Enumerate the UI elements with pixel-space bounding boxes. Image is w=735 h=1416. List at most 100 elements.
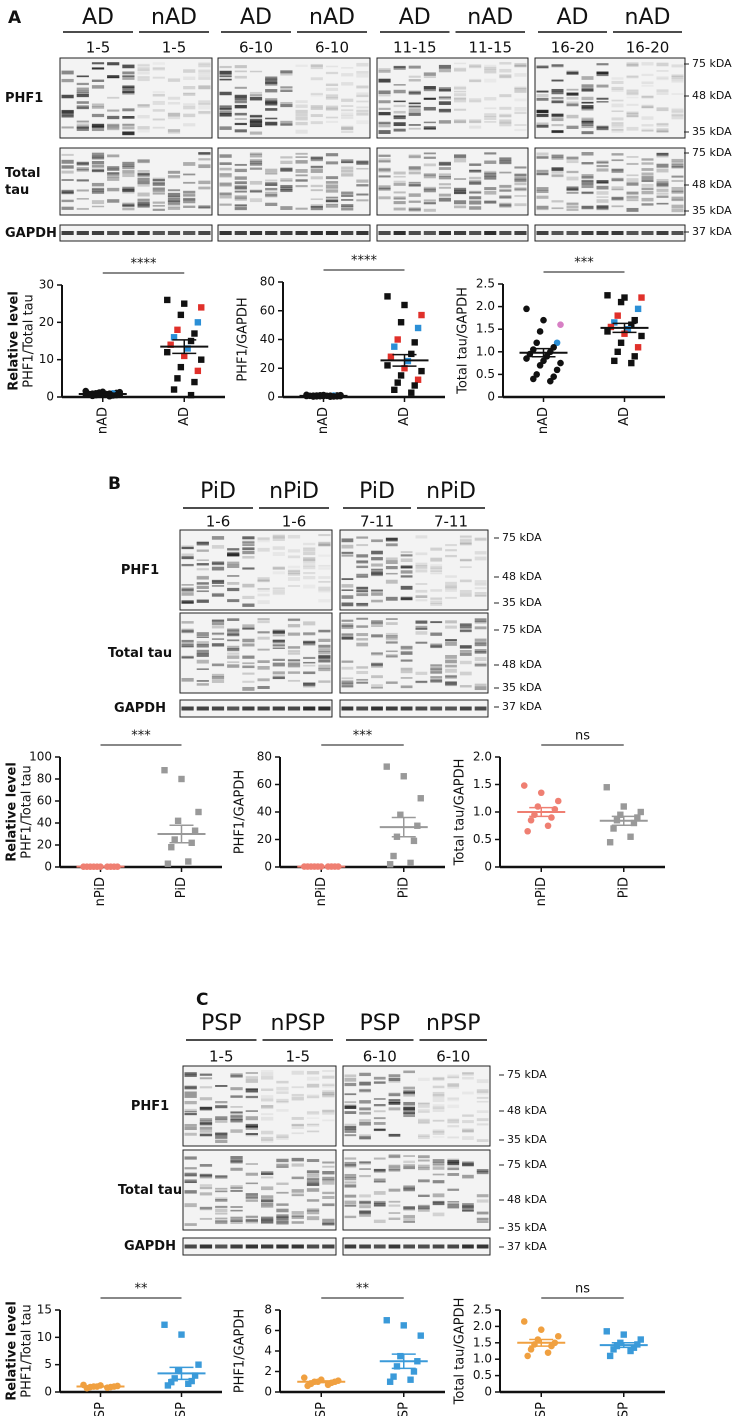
blot-band	[656, 122, 669, 126]
blot-band	[418, 1194, 430, 1198]
group-lanes: 11-15	[393, 39, 437, 57]
blot-band	[403, 1218, 415, 1223]
blot-band	[234, 168, 247, 173]
blot-band	[61, 113, 74, 116]
blot-band	[198, 186, 211, 190]
blot-band	[378, 167, 391, 171]
blot-band	[181, 655, 194, 658]
blot-band	[415, 565, 428, 569]
blot-band	[230, 1156, 243, 1160]
blot-band	[641, 172, 654, 176]
blot-band	[385, 635, 398, 639]
blot-band	[581, 131, 594, 135]
blot-band	[61, 114, 74, 118]
blot-band	[184, 1123, 197, 1127]
blot-band	[400, 670, 413, 674]
blot-band	[122, 204, 135, 207]
blot-band	[61, 78, 74, 83]
data-point	[401, 365, 408, 372]
blot-band	[454, 90, 467, 93]
blot-band	[245, 1134, 258, 1137]
blot-band	[272, 662, 285, 667]
blot-band	[181, 556, 194, 560]
blot-band	[303, 560, 316, 563]
blot-band	[344, 1157, 357, 1160]
data-point	[177, 311, 185, 319]
blot-band	[371, 625, 383, 627]
y-tick-label: 40	[260, 332, 275, 346]
blot-band	[303, 656, 316, 660]
blot-band	[303, 661, 316, 664]
blot-band	[484, 78, 497, 83]
blot-band	[514, 73, 527, 77]
blot-band	[287, 624, 301, 628]
blot-band	[295, 174, 308, 177]
blot-band	[215, 1221, 228, 1225]
blot-band	[432, 1119, 445, 1122]
blot-band	[359, 1210, 371, 1214]
blot-band	[385, 706, 398, 711]
blot-band	[430, 621, 443, 623]
blot-band	[303, 641, 316, 646]
blot-band	[393, 175, 406, 178]
blot-band	[234, 70, 247, 73]
blot-band	[325, 161, 339, 165]
blot-band	[656, 89, 669, 92]
blot-band	[245, 1244, 258, 1249]
blot-band	[215, 1132, 228, 1136]
blot-band	[272, 566, 285, 570]
blot-band	[280, 104, 293, 108]
blot-band	[184, 1100, 197, 1105]
blot-band	[474, 638, 487, 642]
blot-band	[459, 535, 472, 539]
blot-band	[641, 104, 654, 109]
blot-band	[656, 70, 669, 72]
blot-band	[373, 1098, 386, 1100]
blot-band	[325, 199, 339, 203]
blot-band	[249, 160, 263, 164]
blot-band	[276, 1101, 289, 1104]
blot-band	[430, 676, 443, 679]
blot-band	[306, 1178, 320, 1183]
blot-band	[198, 85, 211, 90]
blot-band	[423, 72, 436, 76]
blot-band	[341, 636, 354, 640]
blot-band	[536, 66, 549, 69]
blot-band	[454, 121, 467, 124]
blot-band	[408, 79, 421, 82]
blot-band	[181, 546, 194, 550]
blot-band	[536, 169, 549, 173]
blot-band	[371, 686, 383, 689]
data-point	[194, 319, 202, 326]
y-tick-label: 60	[37, 794, 52, 808]
blot-band	[181, 630, 194, 633]
blot-band	[211, 663, 225, 667]
blot-band	[671, 74, 684, 77]
blot-band	[438, 186, 451, 189]
blot-band	[257, 648, 270, 651]
blot-band	[581, 180, 594, 183]
group-name: nPiD	[269, 479, 319, 504]
blot-band	[581, 205, 594, 210]
blot-band	[234, 75, 247, 79]
blot-band	[484, 200, 497, 204]
blot-band	[415, 583, 428, 585]
blot-band	[656, 107, 669, 112]
data-point	[414, 376, 422, 383]
blot-band	[341, 166, 354, 170]
blot-band	[183, 92, 196, 95]
blot-band	[183, 197, 196, 201]
blot-band	[445, 581, 457, 586]
blot-band	[484, 113, 497, 117]
blot-band	[611, 197, 624, 201]
blot-band	[415, 641, 428, 644]
blot-band	[581, 76, 594, 80]
blot-band	[671, 186, 684, 191]
blot-band	[499, 203, 512, 208]
blot-band	[265, 100, 278, 104]
blot-band	[152, 182, 165, 187]
blot-band	[403, 1101, 415, 1106]
blot-band	[167, 96, 181, 100]
data-point	[390, 1373, 397, 1380]
y-label: PHF1/GAPDH	[233, 1309, 248, 1393]
